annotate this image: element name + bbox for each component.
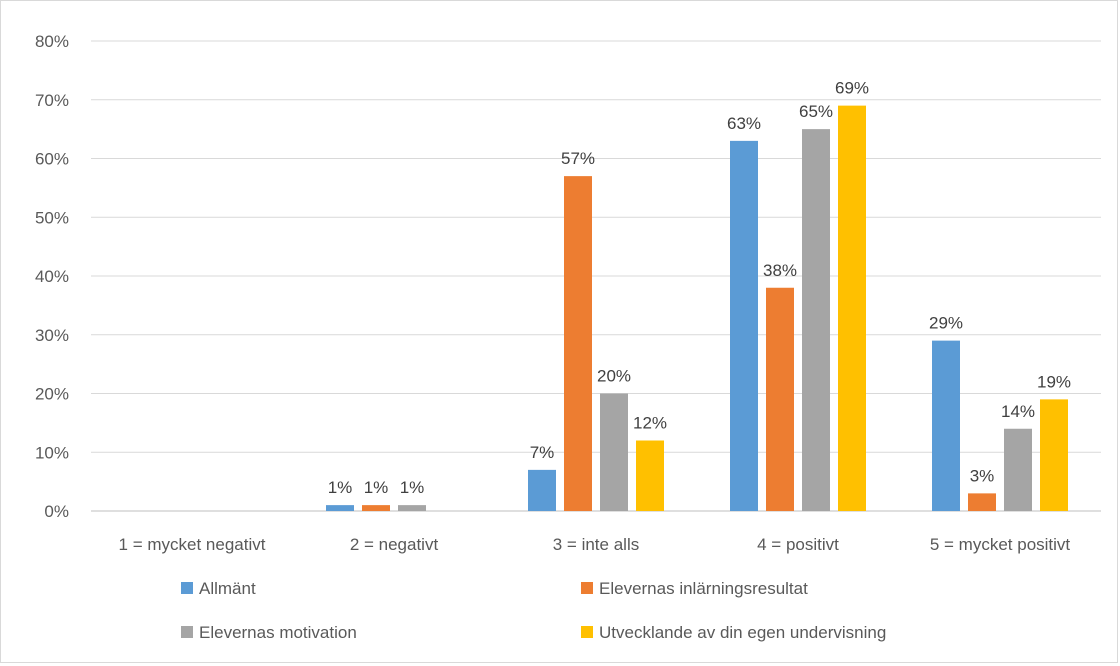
- data-label: 65%: [799, 102, 833, 121]
- legend-swatch: [581, 626, 593, 638]
- bar: [802, 129, 830, 511]
- bar: [600, 393, 628, 511]
- y-tick-label: 70%: [35, 91, 69, 110]
- bar: [528, 469, 556, 511]
- bar: [362, 505, 390, 511]
- bar: [326, 505, 354, 511]
- bar: [1004, 428, 1032, 511]
- legend: Allmänt Elevernas inlärningsresultat Eleve…: [181, 579, 886, 642]
- bar: [932, 340, 960, 511]
- legend-swatch: [181, 582, 193, 594]
- x-tick-label: 2 = negativt: [350, 535, 439, 554]
- bar: [968, 493, 996, 511]
- data-label: 1%: [328, 478, 353, 497]
- y-tick-label: 30%: [35, 326, 69, 345]
- data-label: 20%: [597, 367, 631, 386]
- data-label: 14%: [1001, 402, 1035, 421]
- data-label: 1%: [364, 478, 389, 497]
- data-label: 19%: [1037, 372, 1071, 391]
- data-label: 7%: [530, 443, 555, 462]
- x-tick-label: 5 = mycket positivt: [930, 535, 1071, 554]
- y-tick-label: 0%: [44, 502, 69, 521]
- bar: [730, 140, 758, 511]
- bar: [564, 176, 592, 511]
- y-tick-label: 80%: [35, 32, 69, 51]
- x-tick-label: 3 = inte alls: [553, 535, 639, 554]
- legend-label: Elevernas inlärningsresultat: [599, 579, 808, 598]
- data-labels: 1% 1% 1% 7% 57% 20% 12% 63% 38% 65%69% 29% 3% 14%19%: [328, 79, 1071, 498]
- x-tick-label: 4 = positivt: [757, 535, 839, 554]
- legend-swatch: [181, 626, 193, 638]
- y-tick-label: 60%: [35, 150, 69, 169]
- data-label: 29%: [929, 314, 963, 333]
- legend-label: Elevernas motivation: [199, 623, 357, 642]
- legend-swatch: [581, 582, 593, 594]
- data-label: 38%: [763, 261, 797, 280]
- bar: [398, 505, 426, 511]
- legend-label: Allmänt: [199, 579, 256, 598]
- gridlines: [91, 40, 1101, 512]
- x-axis-categories: 1 = mycket negativt 2 = negativt 3 = inte …: [119, 535, 1071, 554]
- data-label: 3%: [970, 466, 995, 485]
- y-tick-label: 20%: [35, 385, 69, 404]
- x-tick-label: 1 = mycket negativt: [119, 535, 266, 554]
- y-tick-label: 50%: [35, 208, 69, 227]
- data-label: 1%: [400, 478, 425, 497]
- data-label: 12%: [633, 414, 667, 433]
- legend-label: Utvecklande av din egen undervisning: [599, 623, 886, 642]
- data-label: 63%: [727, 114, 761, 133]
- bar: [838, 105, 866, 511]
- bar: [766, 287, 794, 511]
- y-tick-label: 40%: [35, 267, 69, 286]
- bar: [1040, 399, 1068, 511]
- bar: [636, 440, 664, 511]
- y-axis-ticks: 0% 10% 20% 30% 40% 50% 60% 70% 80%: [35, 32, 69, 521]
- data-label: 57%: [561, 149, 595, 168]
- y-tick-label: 10%: [35, 443, 69, 462]
- bars: [326, 105, 1068, 511]
- data-label: 69%: [835, 79, 869, 98]
